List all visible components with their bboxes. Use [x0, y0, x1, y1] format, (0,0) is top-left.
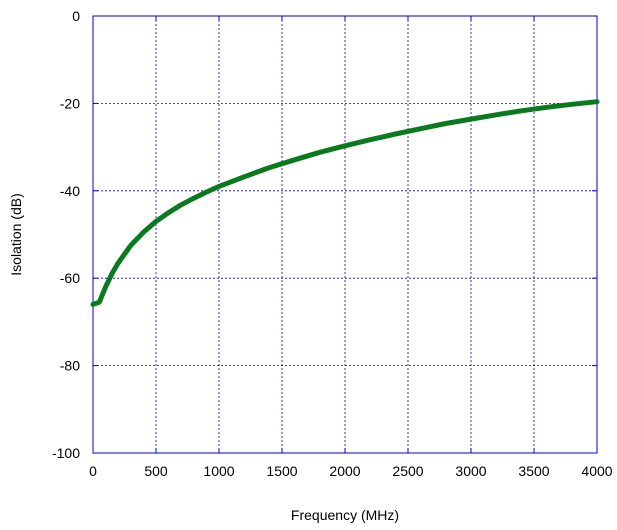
y-tick-label: -100 — [52, 445, 80, 461]
x-tick-label: 3500 — [518, 463, 549, 479]
x-tick-label: 0 — [89, 463, 97, 479]
y-tick-label: -20 — [60, 95, 80, 111]
series-group — [90, 99, 600, 307]
series-line — [90, 99, 600, 307]
y-tick-label: -80 — [60, 358, 80, 374]
x-tick-label: 1500 — [266, 463, 297, 479]
y-axis-label: Isolation (dB) — [8, 193, 24, 275]
plot-frame — [92, 15, 598, 454]
y-tick-label: 0 — [72, 8, 80, 24]
grid — [92, 15, 598, 454]
x-tick-label: 2500 — [392, 463, 423, 479]
y-tick-label: -60 — [60, 270, 80, 286]
x-tick-label: 500 — [144, 463, 168, 479]
x-axis-label: Frequency (MHz) — [291, 507, 399, 523]
x-tick-label: 3000 — [455, 463, 486, 479]
x-tick-label: 2000 — [329, 463, 360, 479]
y-tick-label: -40 — [60, 183, 80, 199]
x-tick-labels: 0 500 1000 1500 2000 2500 3000 3500 4000 — [89, 463, 613, 479]
x-tick-label: 4000 — [581, 463, 612, 479]
x-tick-label: 1000 — [203, 463, 234, 479]
y-tick-labels: 0 -20 -40 -60 -80 -100 — [52, 8, 80, 461]
